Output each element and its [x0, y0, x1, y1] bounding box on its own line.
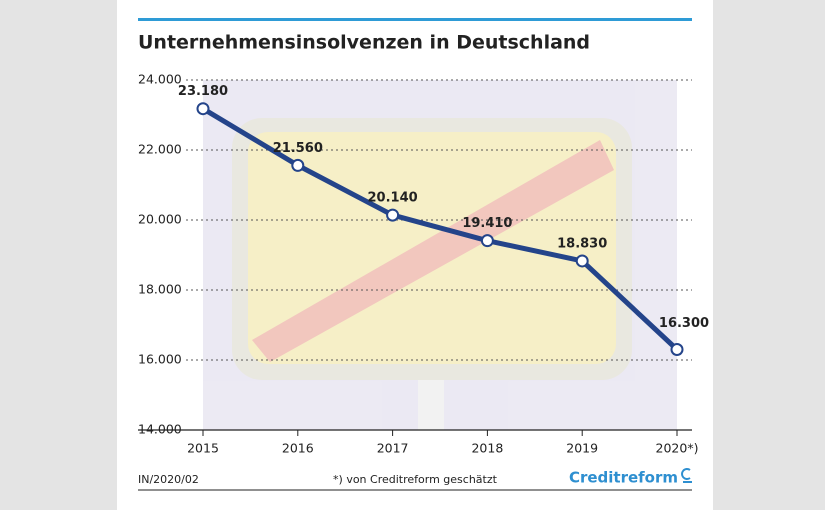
- data-point: [480, 234, 494, 248]
- data-point: [291, 158, 305, 172]
- x-tick-label: 2019: [566, 441, 598, 456]
- source: IN/2020/02: [138, 473, 199, 486]
- data-label: 23.180: [178, 84, 228, 99]
- data-line: [201, 106, 679, 352]
- data-label: 19.410: [462, 216, 512, 231]
- data-label: 16.300: [659, 316, 709, 331]
- x-tick-label: 2018: [471, 441, 503, 456]
- x-tick-label: 2015: [187, 441, 219, 456]
- data-label: 18.830: [557, 236, 607, 251]
- y-tick-label: 22.000: [138, 142, 182, 157]
- y-tick-label: 24.000: [138, 72, 182, 87]
- y-tick-label: 16.000: [138, 352, 182, 367]
- x-tick-label: 2020*): [656, 441, 699, 456]
- brand-logo: Creditreform: [569, 469, 678, 487]
- data-label: 21.560: [273, 141, 323, 156]
- y-tick-label: 14.000: [138, 422, 182, 437]
- top-rule: [138, 18, 692, 21]
- x-tick-label: 2017: [377, 441, 409, 456]
- y-tick-label: 20.000: [138, 212, 182, 227]
- footnote: *) von Creditreform geschätzt: [333, 473, 498, 486]
- data-point: [196, 102, 210, 116]
- sign-post: [418, 380, 444, 430]
- chart-title: Unternehmensinsolvenzen in Deutschland: [138, 32, 590, 54]
- data-point: [575, 254, 589, 268]
- data-label: 20.140: [368, 191, 418, 206]
- data-point: [670, 343, 684, 356]
- background-image: [203, 80, 677, 430]
- x-tick-label: 2016: [282, 441, 314, 456]
- brand-icon: [681, 468, 692, 483]
- y-tick-label: 18.000: [138, 282, 182, 297]
- sign-stripe: [252, 140, 614, 362]
- data-point: [386, 208, 400, 222]
